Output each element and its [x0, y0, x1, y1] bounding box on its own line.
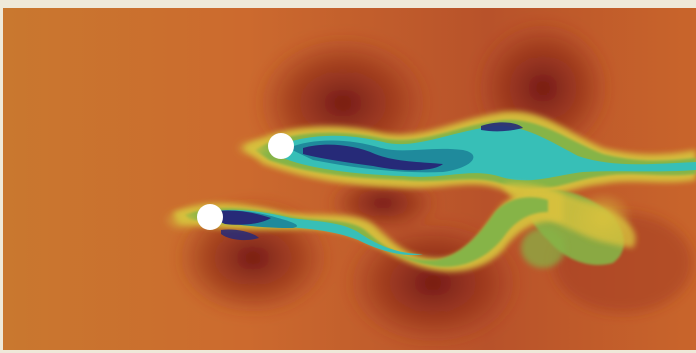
flow-field-svg	[3, 8, 696, 350]
flow-field-image	[3, 8, 696, 350]
lower-cylinder	[197, 204, 223, 230]
upper-cylinder	[268, 133, 294, 159]
turbulence-spots	[163, 138, 633, 268]
lower-wake	[173, 189, 563, 272]
